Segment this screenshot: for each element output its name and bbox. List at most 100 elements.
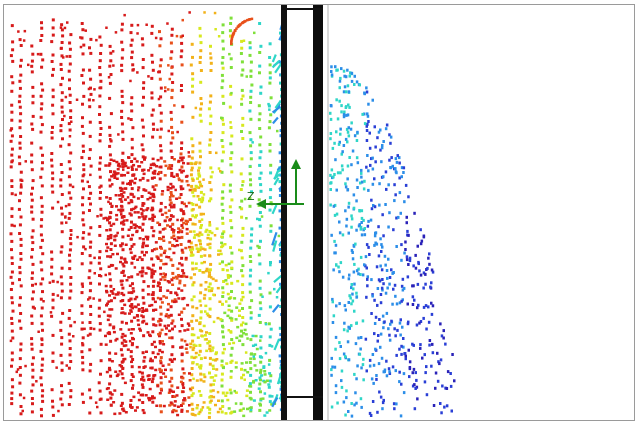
particle bbox=[379, 128, 382, 132]
particle bbox=[51, 53, 55, 57]
particle bbox=[230, 260, 234, 264]
particle bbox=[80, 74, 84, 77]
particle bbox=[99, 43, 103, 47]
particle bbox=[27, 63, 30, 67]
particle bbox=[124, 261, 128, 264]
particle bbox=[268, 76, 272, 80]
particle bbox=[146, 179, 150, 182]
particle bbox=[198, 161, 202, 165]
particle bbox=[151, 351, 155, 355]
particle bbox=[198, 321, 202, 324]
particle bbox=[375, 265, 379, 269]
particle bbox=[10, 185, 14, 188]
particle bbox=[92, 297, 95, 300]
particle bbox=[154, 36, 158, 40]
particle bbox=[133, 297, 137, 301]
particle bbox=[109, 51, 113, 55]
particle bbox=[98, 139, 102, 143]
particle bbox=[152, 127, 156, 131]
particle bbox=[10, 397, 14, 401]
particle bbox=[346, 164, 350, 168]
particle bbox=[160, 301, 164, 304]
particle bbox=[178, 330, 182, 333]
particle bbox=[143, 158, 146, 161]
particle bbox=[199, 393, 203, 397]
particle bbox=[151, 122, 155, 126]
particle bbox=[190, 245, 194, 249]
particle bbox=[173, 325, 177, 328]
particle bbox=[108, 125, 112, 129]
particle bbox=[380, 268, 384, 272]
particle bbox=[395, 353, 398, 357]
particle bbox=[162, 404, 166, 408]
particle bbox=[270, 345, 274, 348]
particle bbox=[368, 411, 372, 415]
particle bbox=[10, 179, 14, 183]
particle bbox=[258, 224, 262, 228]
particle bbox=[175, 239, 179, 242]
particle bbox=[131, 384, 135, 387]
particle bbox=[269, 261, 272, 264]
particle bbox=[160, 193, 164, 196]
particle bbox=[152, 396, 156, 400]
particle bbox=[11, 336, 15, 340]
particle bbox=[107, 76, 111, 79]
particle bbox=[178, 262, 182, 265]
axis-y-arrowhead bbox=[291, 159, 301, 169]
particle bbox=[241, 274, 245, 278]
particle bbox=[219, 318, 223, 321]
particle bbox=[402, 286, 406, 290]
particle bbox=[230, 170, 234, 174]
particle bbox=[190, 202, 193, 205]
particle bbox=[126, 171, 130, 174]
particle bbox=[339, 171, 342, 175]
particle bbox=[425, 393, 429, 397]
particle bbox=[368, 253, 371, 256]
particle bbox=[279, 305, 283, 308]
particle bbox=[217, 249, 221, 252]
particle bbox=[30, 276, 34, 280]
particle bbox=[192, 377, 195, 381]
particle bbox=[132, 163, 136, 167]
particle bbox=[98, 59, 102, 63]
particle bbox=[376, 339, 379, 343]
particle bbox=[212, 395, 216, 399]
particle bbox=[269, 224, 273, 228]
particle bbox=[145, 208, 149, 212]
particle bbox=[166, 22, 169, 25]
particle bbox=[241, 307, 244, 310]
particle bbox=[384, 291, 388, 295]
particle bbox=[202, 380, 206, 383]
particle bbox=[395, 302, 399, 306]
particle bbox=[75, 98, 79, 101]
particle bbox=[355, 295, 358, 299]
particle bbox=[93, 272, 96, 275]
particle bbox=[236, 325, 240, 329]
particle bbox=[159, 305, 163, 309]
particle bbox=[120, 40, 124, 44]
particle bbox=[205, 228, 209, 232]
particle bbox=[250, 233, 253, 237]
particle bbox=[117, 162, 121, 166]
particle bbox=[205, 338, 208, 341]
particle bbox=[126, 348, 130, 351]
particle bbox=[329, 111, 332, 115]
particle bbox=[241, 316, 245, 319]
particle bbox=[159, 286, 162, 289]
particle bbox=[209, 44, 212, 48]
particle bbox=[109, 242, 113, 246]
particle bbox=[188, 379, 192, 382]
particle bbox=[402, 391, 406, 395]
particle bbox=[248, 41, 252, 45]
particle bbox=[230, 281, 234, 285]
particle bbox=[68, 267, 72, 271]
particle bbox=[130, 291, 134, 295]
particle bbox=[330, 356, 333, 360]
particle bbox=[208, 199, 211, 203]
particle bbox=[30, 44, 34, 48]
particle bbox=[240, 88, 244, 92]
particle bbox=[221, 326, 225, 329]
particle bbox=[198, 197, 201, 201]
visualization-viewport[interactable]: Z bbox=[3, 4, 635, 421]
particle bbox=[108, 178, 112, 182]
